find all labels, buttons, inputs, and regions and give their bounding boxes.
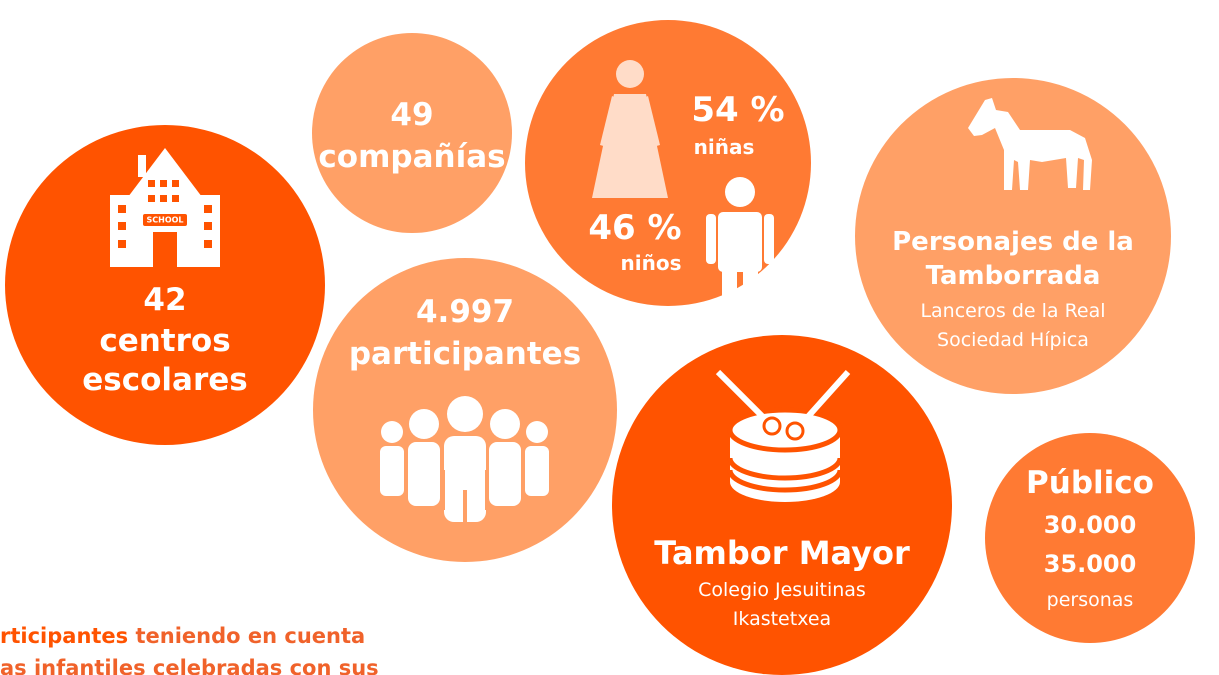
people-icon <box>380 396 549 522</box>
bubble-drum-major <box>612 335 952 675</box>
companies-number: 49 <box>390 97 433 133</box>
characters-subtitle: Lanceros de la Real <box>920 300 1105 322</box>
public-value: 35.000 <box>1044 550 1137 578</box>
boy-icon <box>706 177 774 320</box>
public-value: 30.000 <box>1044 511 1137 539</box>
bubble-characters <box>855 78 1171 394</box>
schools-label: escolares <box>82 362 247 398</box>
characters-title: Personajes de la <box>892 227 1134 257</box>
characters-subtitle: Sociedad Hípica <box>937 329 1089 351</box>
footer-bold: rticipantes <box>0 624 128 648</box>
girls-label: niñas <box>694 135 755 159</box>
participants-label: participantes <box>349 336 581 372</box>
public-title: Público <box>1026 465 1154 501</box>
footer-text: teniendo en cuenta <box>128 624 365 648</box>
school-sign: SCHOOL <box>146 216 183 225</box>
boys-label: niños <box>621 251 682 275</box>
schools-label: centros <box>99 323 230 359</box>
boys-value: 46 % <box>588 208 681 248</box>
school-icon <box>110 148 220 267</box>
girl-icon <box>592 60 668 198</box>
participants-number: 4.997 <box>416 294 514 330</box>
bubble-schools <box>5 125 325 445</box>
schools-number: 42 <box>143 282 186 318</box>
bubble-companies <box>312 33 512 233</box>
drum-major-subtitle: Colegio Jesuitinas <box>698 579 866 601</box>
girls-value: 54 % <box>691 90 784 130</box>
horse-icon <box>968 98 1092 190</box>
footer-line: as infantiles celebradas con sus <box>0 656 379 675</box>
drum-major-title: Tambor Mayor <box>654 534 910 572</box>
bubble-public <box>985 433 1195 643</box>
companies-label: compañías <box>318 139 505 175</box>
drum-major-subtitle: Ikastetxea <box>733 608 831 630</box>
drum-icon <box>715 369 851 502</box>
footer-line: rticipantes teniendo en cuenta <box>0 624 365 648</box>
characters-title: Tamborrada <box>926 261 1101 291</box>
public-unit: personas <box>1047 589 1134 611</box>
